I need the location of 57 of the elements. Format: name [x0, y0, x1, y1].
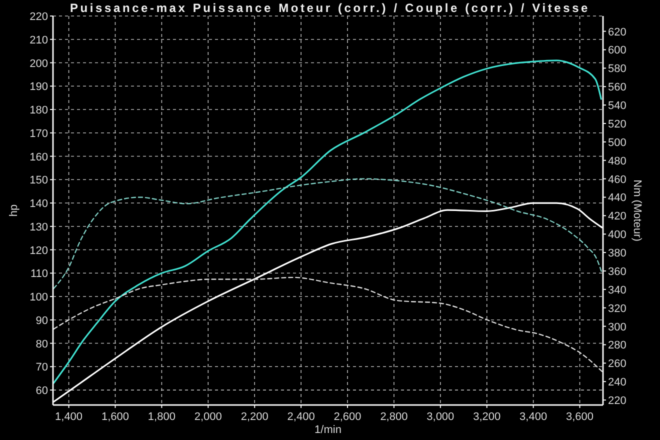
x-tick-label: 3,600 — [566, 411, 594, 423]
y2-tick-label: 240 — [608, 376, 626, 389]
y2-tick-label: 380 — [608, 248, 626, 260]
y-tick-label: 110 — [30, 268, 48, 280]
x-tick-label: 2,600 — [334, 411, 362, 423]
y-tick-label: 140 — [30, 198, 48, 210]
y-tick-label: 100 — [30, 292, 48, 304]
x-tick-label: 3,400 — [520, 411, 548, 423]
y-tick-label: 170 — [30, 128, 48, 140]
y2-tick-label: 480 — [608, 155, 626, 168]
y2-tick-label: 260 — [608, 358, 626, 370]
y2-tick-label: 580 — [608, 63, 626, 76]
y2-tick-label: 620 — [608, 26, 626, 38]
y2-tick-label: 520 — [608, 118, 626, 130]
y-tick-label: 70 — [36, 362, 48, 374]
x-tick-label: 1,400 — [55, 411, 83, 423]
y-tick-label: 220 — [30, 11, 48, 23]
line-series — [53, 178, 602, 290]
y2-tick-label: 560 — [608, 82, 626, 94]
y-tick-label: 130 — [30, 221, 48, 234]
y2-tick-label: 420 — [608, 210, 626, 223]
y-tick-label: 200 — [30, 58, 48, 70]
y2-tick-label: 600 — [608, 44, 626, 57]
y-tick-label: 180 — [30, 104, 48, 117]
y-tick-label: 120 — [30, 244, 48, 257]
x-tick-label: 2,200 — [240, 411, 268, 423]
x-tick-label: 2,000 — [194, 411, 222, 423]
x-axis-title: 1/min — [314, 424, 342, 436]
y-tick-label: 60 — [36, 385, 48, 398]
y-tick-label: 90 — [36, 314, 48, 327]
y2-tick-label: 300 — [608, 321, 626, 334]
line-series — [52, 60, 602, 384]
x-tick-label: 3,200 — [473, 411, 501, 423]
y2-tick-label: 340 — [608, 284, 626, 296]
y2-tick-label: 500 — [608, 136, 626, 149]
x-tick-label: 2,400 — [287, 411, 315, 423]
y2-axis-title: Nm (Moteur) — [631, 180, 643, 242]
y-tick-label: 190 — [30, 81, 48, 94]
y2-tick-label: 460 — [608, 174, 626, 186]
y-axis-title: hp — [8, 204, 20, 217]
y2-tick-label: 400 — [608, 229, 626, 242]
y2-tick-label: 280 — [608, 340, 626, 352]
y-tick-label: 210 — [30, 34, 48, 46]
y2-tick-label: 320 — [608, 302, 626, 315]
y2-tick-label: 220 — [608, 395, 626, 408]
x-tick-label: 3,000 — [426, 411, 454, 423]
y2-tick-label: 440 — [608, 192, 626, 204]
x-tick-label: 1,800 — [148, 411, 176, 423]
x-tick-label: 1,600 — [101, 411, 130, 423]
x-tick-label: 2,800 — [380, 411, 408, 423]
y-tick-label: 80 — [36, 338, 48, 350]
y-tick-label: 160 — [30, 151, 48, 164]
line-series — [53, 276, 603, 372]
y2-tick-label: 540 — [608, 100, 626, 112]
y2-tick-label: 360 — [608, 266, 626, 278]
y-tick-label: 150 — [30, 174, 48, 187]
chart-title: Puissance-max Puissance Moteur (corr.) / Couple (corr.) / Vitesse — [70, 1, 590, 15]
